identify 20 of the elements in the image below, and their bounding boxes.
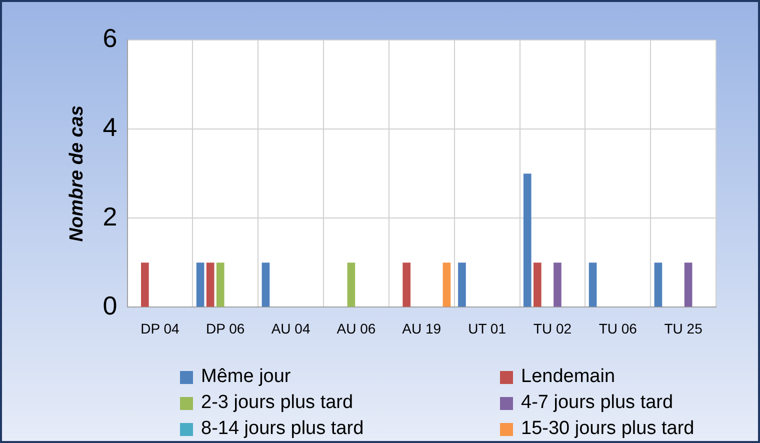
x-tick-label: DP 06 <box>206 320 245 336</box>
legend-label: 15-30 jours plus tard <box>521 418 694 440</box>
x-tick-label: TU 02 <box>533 320 572 336</box>
x-tick-label: DP 04 <box>140 320 180 336</box>
x-tick-label: AU 06 <box>336 320 376 336</box>
y-tick-label: 4 <box>102 112 118 142</box>
x-tick-label: UT 01 <box>468 320 506 336</box>
y-tick-label: 2 <box>102 201 118 232</box>
legend-label: Lendemain <box>521 366 616 388</box>
legend-label: Même jour <box>201 366 291 388</box>
x-tick-label: TU 06 <box>598 320 638 336</box>
x-tick-label: AU 04 <box>271 320 310 336</box>
legend-label: 2-3 jours plus tard <box>201 392 354 414</box>
y-tick-label: 6 <box>102 23 118 54</box>
x-tick-label: TU 25 <box>664 320 703 336</box>
y-axis-title: Nombre de cas <box>66 105 88 242</box>
y-tick-label: 0 <box>102 290 118 320</box>
legend-label: 8-14 jours plus tard <box>201 418 364 440</box>
legend-label: 4-7 jours plus tard <box>521 392 674 414</box>
x-tick-label: AU 19 <box>402 320 442 336</box>
